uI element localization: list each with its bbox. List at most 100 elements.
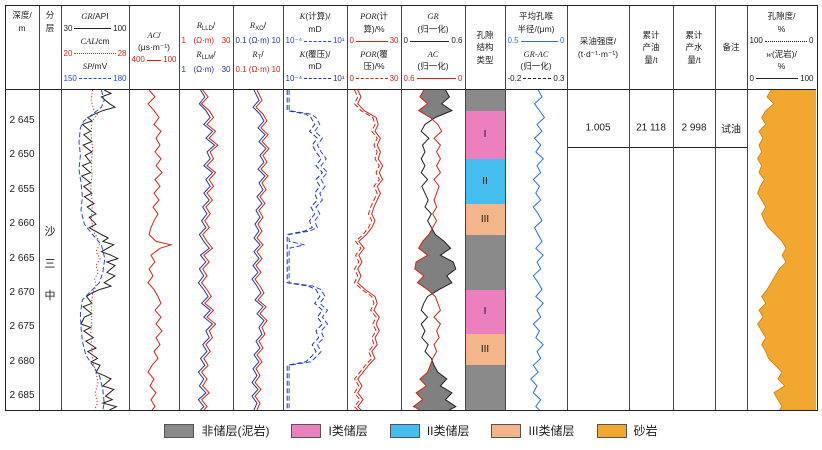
scale-max: 0 (809, 36, 814, 45)
track-header-oil-intensity: 采油强度/ (t·d⁻¹·m⁻¹) (567, 6, 629, 90)
scale-max: 100 (113, 23, 127, 33)
cell-value: 试油 (721, 124, 741, 136)
cell-value: 2 998 (681, 122, 707, 134)
scale-max: 10¹ (332, 73, 345, 83)
legend-item: II类储层 (389, 422, 470, 439)
track-scale: 1 (Ω·m) 30 (181, 35, 232, 48)
track-body-throat (505, 90, 567, 410)
track-body-zone: 沙三中 (39, 90, 61, 410)
track-gr-cal-sp: GR/API 30 100 CAL/cm 20 28 SP/mV 150 180 (61, 6, 130, 410)
track-body-gr-cal-sp (61, 90, 129, 410)
scale-min: 30 (63, 23, 73, 33)
track-label: mD (308, 23, 322, 34)
scale-max: 0 (458, 73, 463, 83)
plot-rll (197, 90, 219, 410)
track-body-ac (129, 90, 179, 410)
track-header-gr-ac-norm: GR (归一化) 0 0.6 AC (归一化) 0.6 0 (401, 6, 465, 90)
track-zone: 分层沙三中 (39, 6, 62, 410)
track-header-cum-water: 累计 产水 量/t (673, 6, 715, 90)
track-rxo-rt: RXO/0.1 (Ω·m) 10 RT/0.1 (Ω·m) 10 (233, 6, 284, 410)
scale-line (409, 40, 450, 42)
track-scale: 0 100 (749, 73, 815, 86)
track-depth: 深度/m 2 645 2 650 2 655 2 660 2 665 2 670 2 675 2… (5, 6, 40, 410)
legend-swatch (291, 423, 322, 438)
track-label: 孔隙度/ (767, 11, 796, 21)
scale-max: 10 (271, 65, 281, 74)
track-body-cum-water: 2 998 (673, 90, 715, 410)
legend-label: 砂岩 (633, 424, 658, 438)
track-label: 产油 (642, 42, 660, 53)
track-oil-intensity: 采油强度/ (t·d⁻¹·m⁻¹) 1.005 (567, 6, 630, 410)
scale-line (416, 78, 457, 80)
track-scale: 20 28 (63, 48, 128, 61)
track-header-rxo-rt: RXO/0.1 (Ω·m) 10 RT/0.1 (Ω·m) 10 (233, 6, 283, 90)
zone-name-char: 三 (44, 257, 56, 270)
legend-label: II类储层 (426, 424, 470, 438)
track-header-cum-oil: 累计产油 量/t (629, 6, 673, 90)
track-cum-oil: 累计产油 量/t 21 118 (629, 6, 674, 410)
scale-line (520, 40, 559, 42)
legend-swatch (491, 423, 522, 438)
track-body-pore-structure: I II III I III (465, 90, 505, 410)
scale-max: 28 (117, 48, 127, 58)
track-header-porosity: 孔隙度/% 100 0 w(泥岩)/% 0 100 (747, 6, 816, 90)
track-label: SP/mV (82, 61, 108, 71)
track-scale: 100 0 (749, 35, 815, 48)
track-label: 压)/% (363, 61, 385, 71)
plot-throat (529, 90, 545, 410)
track-por: POR(计 算)/% 0 30 POR(覆 压)/% 0 30 (347, 6, 402, 410)
scale-unit: (Ω·m) (193, 36, 215, 45)
scale-max: 30 (221, 65, 231, 74)
scale-min: 0.6 (403, 73, 415, 83)
legend-item: 非储层(泥岩) (164, 422, 269, 439)
track-ac: AC/ (μs·m⁻¹) 400 100 (129, 6, 180, 410)
scale-line (78, 78, 112, 80)
track-label: 备注 (722, 42, 740, 53)
track-label: 累计 (642, 29, 660, 40)
scale-max: 30 (389, 36, 399, 45)
track-label: (归一化) (417, 23, 449, 34)
scale-min: 400 (131, 54, 145, 64)
scale-min: 100 (749, 36, 763, 45)
track-scale: 0.5 0 (507, 35, 566, 48)
track-label: 采油强度/ (579, 36, 617, 46)
cell-value: 1.005 (585, 122, 611, 134)
scale-max: 0.6 (451, 36, 463, 45)
interval-rule (715, 147, 747, 149)
track-label: 半径/(μm) (517, 23, 555, 34)
scale-unit: (Ω·m) (248, 65, 270, 74)
track-header-k: K(计算)/mD 10⁻⁴ 10¹ K(覆压)/mD 10⁻⁴ 10¹ (283, 6, 347, 90)
track-label: RXO/ (249, 19, 267, 32)
scale-min: 1 (181, 36, 186, 45)
depth-tick-label: 2 665 (9, 252, 35, 264)
depth-tick-label: 2 670 (9, 286, 35, 298)
pore-type-label: III (480, 213, 490, 225)
scale-min: 150 (63, 73, 77, 83)
interval-rule (629, 147, 673, 149)
scale-min: 10⁻⁴ (285, 36, 303, 45)
scale-max: 180 (113, 73, 127, 83)
track-porosity: 孔隙度/% 100 0 w(泥岩)/% 0 100 (747, 6, 816, 410)
track-label: 量/t (644, 54, 658, 65)
scale-min: 0.1 (235, 65, 247, 74)
scale-min: -0.2 (507, 73, 522, 83)
track-throat: 平均孔喉 半径/(μm) 0.5 0 GR-AC (归一化) -0.2 0.3 (505, 6, 568, 410)
track-label: 类型 (476, 54, 494, 65)
track-scale: 400 100 (131, 54, 178, 67)
depth-tick-label: 2 660 (9, 218, 35, 230)
scale-min: 0.1 (235, 36, 247, 45)
track-k: K(计算)/mD 10⁻⁴ 10¹ K(覆压)/mD 10⁻⁴ 10¹ (283, 6, 348, 410)
scale-min: 10⁻⁴ (285, 73, 303, 83)
track-body-porosity (747, 90, 816, 410)
track-cum-water: 累计 产水 量/t 2 998 (673, 6, 716, 410)
scale-max: 0 (560, 36, 565, 45)
pore-type-block: III (465, 334, 505, 366)
cell-value: 21 118 (636, 122, 666, 134)
track-scale: 150 180 (63, 73, 128, 86)
scale-max: 10 (271, 36, 281, 45)
track-label: POR(覆 (360, 48, 388, 59)
track-pore-structure: 孔隙 结构 类型 I II III I III (465, 6, 506, 410)
track-scale: 1 (Ω·m) 30 (181, 64, 232, 77)
scale-min: 0 (403, 36, 408, 45)
